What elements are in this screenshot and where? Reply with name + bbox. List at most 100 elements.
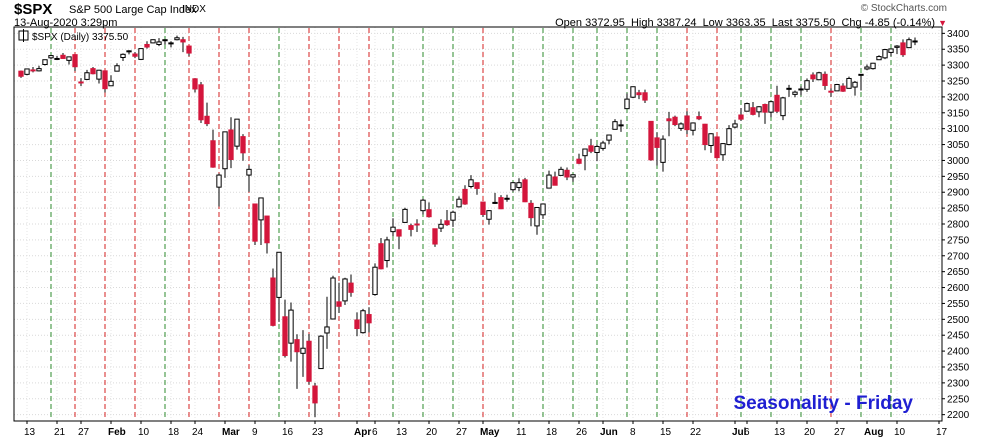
candle-body — [600, 142, 606, 149]
candle-body — [384, 239, 390, 262]
candle — [636, 89, 642, 100]
candle-body — [432, 228, 438, 245]
candle — [654, 132, 660, 166]
candles — [18, 35, 918, 418]
candle-body — [660, 138, 666, 163]
candle-body — [420, 199, 426, 212]
candle — [612, 119, 618, 130]
candle — [360, 308, 366, 334]
candle — [744, 102, 750, 112]
candle — [756, 106, 762, 118]
candle-body — [630, 86, 636, 98]
candle-body — [270, 277, 276, 326]
x-tick-label: 10 — [894, 427, 906, 438]
y-tick-label: 2700 — [947, 251, 970, 262]
candle-body — [24, 68, 30, 75]
candle — [180, 36, 186, 53]
chg-down-icon: ▼ — [938, 18, 947, 28]
x-axis: 13 21 27 Feb 10 18 24 Mar 9 16 23 Apr 6 13 20 27 May 11 18… — [24, 421, 948, 438]
candle-body — [864, 66, 870, 70]
candle — [342, 277, 348, 306]
candle-body — [792, 91, 798, 95]
legend: $SPX (Daily) 3375.50 — [18, 29, 129, 43]
candle-body — [840, 85, 846, 92]
candle — [186, 45, 192, 57]
candle-body — [732, 123, 738, 128]
candle — [402, 207, 408, 223]
candle-body — [342, 278, 348, 302]
candle-body — [312, 385, 318, 404]
candle-body — [180, 39, 186, 43]
candle — [882, 48, 888, 60]
candle-body — [144, 43, 150, 48]
candle — [618, 119, 624, 132]
y-tick-label: 2300 — [947, 378, 970, 389]
candle — [384, 236, 390, 268]
candle — [648, 120, 654, 161]
candle — [354, 312, 360, 337]
x-tick-label: 27 — [456, 427, 468, 438]
candle-body — [756, 106, 762, 113]
candle-body — [894, 45, 900, 48]
x-tick-label: 10 — [138, 427, 150, 438]
candle-body — [78, 81, 84, 84]
candle — [912, 37, 918, 46]
y-tick-label: 3200 — [947, 92, 970, 103]
candle — [480, 201, 486, 218]
x-tick-label: 27 — [834, 427, 846, 438]
candle — [192, 78, 198, 93]
candle-body — [786, 87, 792, 90]
candle-body — [216, 174, 222, 188]
candle — [888, 48, 894, 57]
plot-frame — [13, 26, 943, 422]
x-tick-label: 20 — [426, 427, 438, 438]
x-tick-label: 18 — [546, 427, 558, 438]
candle — [840, 83, 846, 92]
candle — [780, 96, 786, 121]
candle — [396, 229, 402, 250]
candle — [84, 69, 90, 81]
candle — [96, 69, 102, 84]
candle-body — [738, 114, 744, 120]
candle-body — [258, 197, 264, 221]
candle — [444, 210, 450, 226]
candle-body — [576, 158, 582, 164]
y-tick-label: 2900 — [947, 188, 970, 199]
candle-body — [648, 120, 654, 161]
candle-body — [714, 136, 720, 159]
candle-body — [360, 310, 366, 334]
y-tick-label: 2450 — [947, 331, 970, 342]
candle-body — [450, 211, 456, 221]
candle — [408, 223, 414, 237]
candle-body — [480, 201, 486, 215]
candle-body — [888, 48, 894, 53]
candle-body — [390, 226, 396, 233]
candle-body — [246, 168, 252, 176]
candle-body — [642, 92, 648, 101]
y-tick-label: 2600 — [947, 283, 970, 294]
candle — [90, 67, 96, 75]
y-tick-label: 3150 — [947, 108, 970, 119]
candle-body — [594, 145, 600, 154]
high-label: High — [630, 17, 654, 29]
candle — [702, 123, 708, 151]
candle — [576, 153, 582, 165]
candle — [144, 41, 150, 49]
y-tick-label: 2800 — [947, 220, 970, 231]
x-tick-label: Apr — [354, 427, 371, 438]
candle — [24, 68, 30, 76]
candle-body — [834, 84, 840, 92]
candle — [858, 73, 864, 91]
candle-body — [234, 118, 240, 147]
candle — [594, 144, 600, 162]
candle — [870, 62, 876, 70]
last-value: 3375.50 — [795, 17, 836, 29]
candle — [108, 75, 114, 87]
candle-body — [162, 39, 168, 42]
candle-body — [402, 208, 408, 223]
candle — [462, 185, 468, 205]
candle — [264, 215, 270, 254]
y-tick-label: 3350 — [947, 45, 970, 56]
candle-body — [498, 197, 504, 210]
